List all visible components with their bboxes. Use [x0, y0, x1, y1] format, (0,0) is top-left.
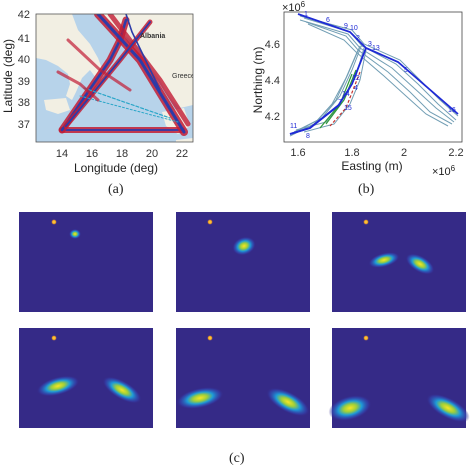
y-tick: 4.4	[265, 75, 280, 87]
exp-bottom: ×106	[432, 164, 456, 178]
heatmap-3	[332, 212, 466, 312]
track-red	[329, 71, 361, 127]
y-tick: 38	[18, 97, 30, 109]
x-tick: 22	[176, 148, 188, 160]
y-tick: 42	[18, 9, 30, 21]
route-line	[289, 13, 459, 135]
waypoint-13: 13	[372, 45, 380, 52]
italy-land	[36, 14, 104, 100]
y-tick: 4.2	[265, 111, 280, 123]
waypoint-5: 5	[404, 67, 408, 74]
waypoint-10: 10	[350, 25, 358, 32]
x-tick: 16	[86, 148, 98, 160]
x-tick: 1.8	[344, 147, 359, 159]
y-tick: 39	[18, 76, 30, 88]
waypoint-4: 4	[354, 85, 358, 92]
map-panel-a: Albania Greece 42 41 40 39 38 37 14 16 1…	[1, 9, 195, 175]
y-tick: 41	[18, 33, 30, 45]
panel-b-xlabel: Easting (m)	[341, 159, 402, 173]
exp-top: ×106	[282, 0, 306, 14]
route-panel-b: ×106 ×106 1 2 3 4 5 6 7 8 9 10 11 12	[251, 0, 464, 178]
y-tick: 37	[18, 119, 30, 131]
x-tick: 18	[116, 148, 128, 160]
heatmap-5	[176, 328, 310, 428]
x-tick: 1.6	[290, 147, 305, 159]
waypoint-11: 11	[290, 123, 297, 130]
waypoint-1: 1	[304, 11, 308, 18]
map-frame	[35, 13, 194, 143]
balkans-land	[100, 14, 193, 108]
heatmap-6	[328, 328, 470, 428]
x-tick: 20	[146, 148, 158, 160]
waypoint-3: 3	[368, 41, 372, 48]
waypoint-9: 9	[344, 23, 348, 30]
x-tick: 14	[56, 148, 68, 160]
caption-a: (a)	[108, 182, 124, 197]
y-tick: 40	[18, 54, 30, 66]
trajectory-bundles	[56, 14, 191, 136]
waypoint-15: 15	[344, 105, 352, 112]
caption-b: (b)	[358, 182, 375, 197]
map-area: Albania Greece	[36, 14, 195, 142]
map-label-greece: Greece	[172, 73, 195, 80]
waypoint-16: 16	[448, 107, 456, 114]
waypoint-7: 7	[338, 99, 342, 106]
waypoint-2: 2	[356, 35, 360, 42]
panel-a-y-ticks: 42 41 40 39 38 37	[18, 9, 30, 131]
x-tick: 2.2	[448, 147, 463, 159]
waypoint-6: 6	[326, 17, 330, 24]
crete-land	[176, 138, 193, 142]
heatmaps-panel-c	[19, 212, 470, 428]
panel-b-ylabel: Northing (m)	[251, 47, 265, 114]
waypoint-labels: 1 2 3 4 5 6 7 8 9 10 11 12 13 14 15 16	[290, 11, 456, 140]
heatmap-1	[19, 212, 153, 312]
panel-a-xlabel: Longitude (deg)	[74, 161, 158, 175]
plot-b-frame	[283, 11, 463, 143]
panel-b-x-ticks: 1.6 1.8 2 2.2	[290, 147, 463, 159]
heatmap-4	[19, 328, 153, 428]
sicily-land	[44, 98, 70, 114]
panel-a-ylabel: Latitude (deg)	[1, 39, 15, 113]
caption-c: (c)	[229, 451, 245, 466]
waypoint-14: 14	[342, 91, 350, 98]
panel-a-x-ticks: 14 16 18 20 22	[56, 148, 188, 160]
waypoint-8: 8	[306, 133, 310, 140]
panel-b-y-ticks: 4.6 4.4 4.2	[265, 39, 280, 123]
x-tick: 2	[401, 147, 407, 159]
waypoint-12: 12	[352, 75, 360, 82]
y-tick: 4.6	[265, 39, 280, 51]
map-label-albania: Albania	[140, 33, 165, 40]
heatmap-2	[176, 212, 310, 312]
